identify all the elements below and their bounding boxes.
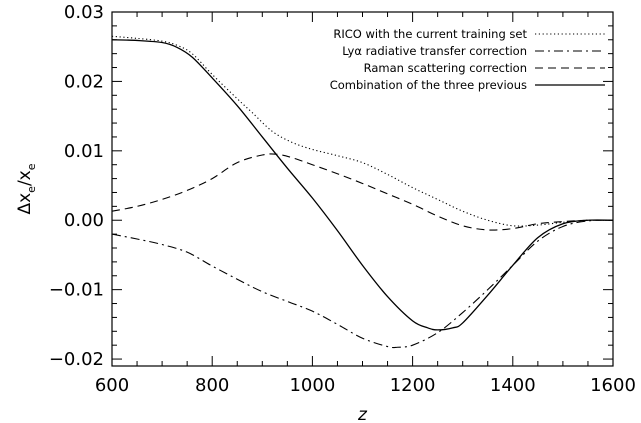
x-tick-label: 1200 xyxy=(390,375,436,396)
y-tick-label: 0.02 xyxy=(64,71,104,92)
x-axis-title: z xyxy=(357,405,368,423)
legend-label: Lyα radiative transfer correction xyxy=(342,44,527,58)
series-line-dotted xyxy=(111,35,614,227)
tick-labels: 600 800 1000 1200 1400 1600 −0.02 −0.01 0.00 0.01… xyxy=(49,2,636,396)
series-lines xyxy=(111,35,614,349)
svg-text:Δxe/xe: Δxe/xe xyxy=(15,163,38,214)
y-tick-label: −0.02 xyxy=(49,349,104,370)
y-tick-label: 0.01 xyxy=(64,141,104,162)
y-tick-label: 0.00 xyxy=(64,210,104,231)
x-tick-label: 1600 xyxy=(590,375,636,396)
y-axis-title-subscript: e xyxy=(25,186,38,193)
plot-frame xyxy=(111,11,614,367)
legend-label: RICO with the current training set xyxy=(333,27,527,41)
y-tick-label: 0.03 xyxy=(64,2,104,23)
legend-label: Combination of the three previous xyxy=(330,78,527,92)
legend-label: Raman scattering correction xyxy=(364,61,527,75)
y-tick-label: −0.01 xyxy=(49,280,104,301)
y-axis-title-denominator: x xyxy=(15,170,35,180)
x-tick-label: 1000 xyxy=(289,375,335,396)
y-axis-title-slash: / xyxy=(15,180,35,186)
series-line-solid xyxy=(111,39,614,331)
axis-ticks xyxy=(111,11,614,366)
y-axis-title-numerator: Δx xyxy=(15,193,35,215)
x-tick-label: 800 xyxy=(195,375,229,396)
series-line-dashed xyxy=(111,153,614,231)
y-axis-title: Δxe/xe xyxy=(15,163,38,214)
x-tick-label: 600 xyxy=(95,375,129,396)
x-tick-label: 1400 xyxy=(490,375,536,396)
legend: RICO with the current training set Lyα ra… xyxy=(330,27,605,92)
y-axis-title-subscript-2: e xyxy=(25,163,38,170)
series-line-dashdot xyxy=(111,219,614,349)
